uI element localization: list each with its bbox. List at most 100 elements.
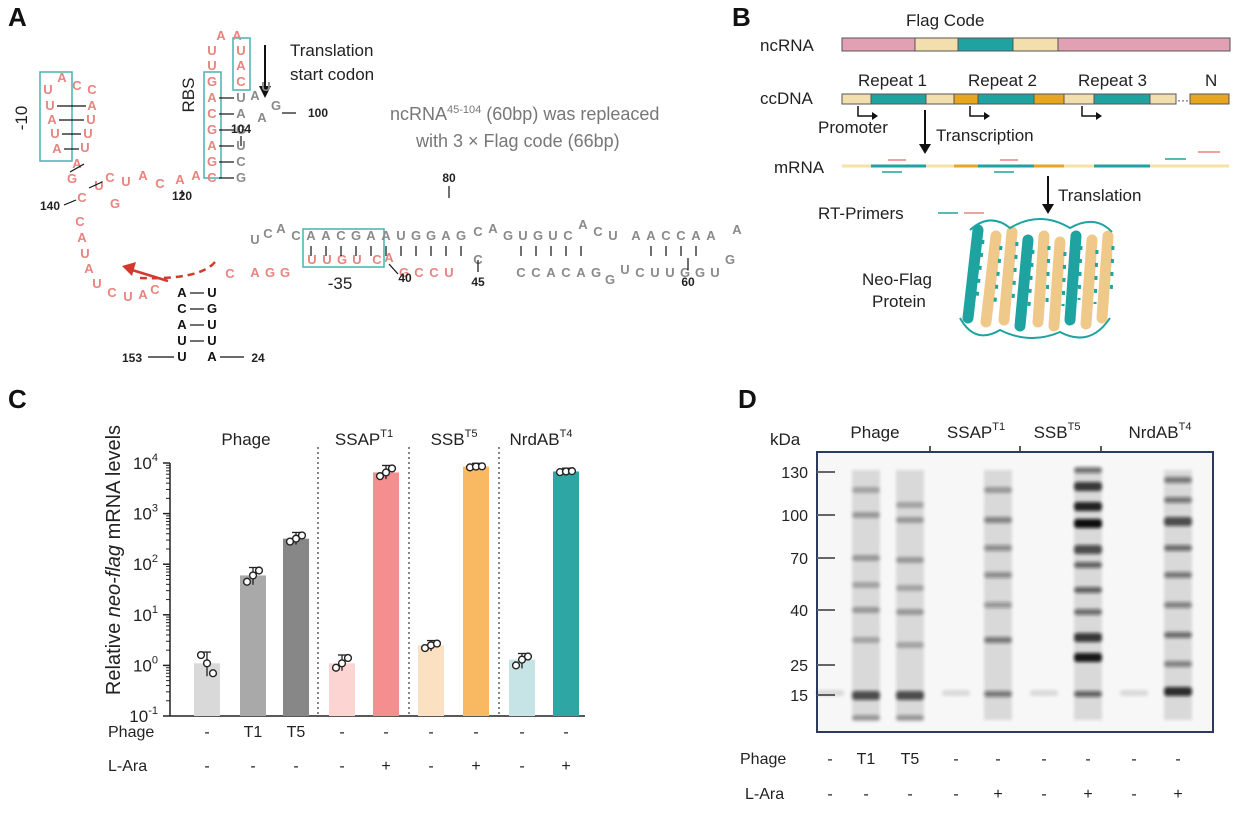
row-label-phage: Phage (108, 724, 154, 741)
mw-marker-label: 25 (790, 658, 808, 675)
panel-c-bar-chart: Relative neo-flag mRNA levels 10-1 100 101… (103, 425, 585, 775)
red-arrow-line (131, 268, 169, 283)
bottom-base: G (280, 265, 290, 280)
blot-phage-cell: - (1085, 751, 1090, 768)
svg-text:153: 153 (122, 351, 142, 365)
repeat2-label: Repeat 2 (968, 71, 1037, 90)
bar (463, 466, 489, 716)
lara-cell: - (428, 758, 433, 775)
svg-text:24: 24 (251, 351, 265, 365)
dashed-arc (139, 261, 216, 280)
lara-cell: + (471, 758, 480, 775)
bottom-base: U (620, 262, 629, 277)
mw-marker-label: 130 (781, 465, 808, 482)
top-base: G (503, 228, 513, 243)
stem-junction-a: C (225, 266, 235, 281)
lara-cell: - (519, 758, 524, 775)
promoter-label: Promoter (818, 118, 888, 137)
svg-text:C: C (236, 74, 246, 89)
protein-helix-stripe (1077, 245, 1083, 301)
bottom-base: G (265, 265, 275, 280)
data-points (196, 462, 577, 678)
promoter-arrows (857, 106, 1096, 117)
top-base: G (426, 228, 436, 243)
svg-text:A: A (84, 261, 94, 276)
svg-text:A: A (175, 172, 185, 187)
blot-phage-cell: - (827, 751, 832, 768)
data-point (381, 468, 391, 477)
svg-text:U: U (83, 126, 92, 141)
promoter-arrowheads (872, 112, 1102, 120)
phage-cell: - (383, 724, 388, 741)
group-label: Phage (221, 430, 270, 449)
protein-helix (998, 226, 1018, 326)
svg-text:A: A (191, 168, 201, 183)
blot-lara-cell: - (907, 786, 912, 803)
top-base: A (276, 221, 286, 236)
svg-text:U: U (261, 79, 270, 94)
repeat3-label: Repeat 3 (1078, 71, 1147, 90)
bottom-base: A (546, 265, 556, 280)
top-base: U (518, 228, 527, 243)
blot-group-label: SSBT5 (1034, 421, 1081, 442)
data-point (291, 534, 301, 543)
svg-text:A: A (236, 58, 246, 73)
rbs-pairs (219, 97, 296, 179)
ccdna-bar (841, 93, 1230, 105)
protein-label-2: Protein (872, 292, 926, 311)
blot-phage-cell: - (1041, 751, 1046, 768)
data-point (375, 472, 385, 481)
protein-helix (962, 224, 984, 324)
bottom-base: C (372, 252, 382, 267)
panel-letter-b: B (732, 2, 751, 32)
svg-text:U: U (207, 43, 216, 58)
blot-phage-cell: - (1131, 751, 1136, 768)
lara-cell: - (204, 758, 209, 775)
top-base: U (608, 228, 617, 243)
start-codon-label-2: start codon (290, 65, 374, 84)
svg-text:C: C (236, 154, 246, 169)
bottom-base: U (307, 252, 316, 267)
blot-lara-cell: - (1041, 786, 1046, 803)
blot-lara-cell: + (993, 786, 1002, 803)
bar (373, 472, 399, 716)
svg-text:U: U (207, 317, 216, 332)
start-codon-box (232, 37, 251, 91)
translation-label: Translation (1058, 186, 1141, 205)
blot-lara-cell: - (953, 786, 958, 803)
lara-cell: + (381, 758, 390, 775)
protein-helix (1032, 230, 1050, 328)
blot-frame (816, 451, 1214, 733)
start-codon-arrowhead (259, 86, 271, 98)
data-point (254, 566, 264, 575)
bar (553, 471, 579, 716)
protein-label-1: Neo-Flag (862, 270, 932, 289)
protein-loop (959, 317, 1111, 340)
svg-text:C: C (150, 282, 160, 297)
phage-cell: - (519, 724, 524, 741)
svg-text:G: G (110, 196, 120, 211)
bottom-base: U (352, 252, 361, 267)
data-point (511, 661, 521, 670)
ellipsis: ··· (1177, 93, 1189, 107)
svg-text:G: G (207, 122, 217, 137)
panel-letter-a: A (8, 2, 27, 32)
replacement-note-line1: ncRNA45-104 (60bp) was repleaced (390, 104, 659, 124)
svg-text:C: C (177, 301, 187, 316)
svg-text:U: U (45, 98, 54, 113)
panel-b-schematic: ncRNA Flag Code ccDNA Repeat 1 Repeat 2 … (760, 11, 1231, 340)
top-base: G (533, 228, 543, 243)
svg-text:U: U (236, 43, 245, 58)
top-base: A (691, 228, 701, 243)
svg-text:U: U (177, 333, 186, 348)
data-point (567, 467, 577, 476)
blot-group-labels: Phage SSAPT1 SSBT5 NrdABT4 (850, 421, 1191, 452)
bottom-base: G (337, 252, 347, 267)
bottom-base: U (710, 265, 719, 280)
bottom-base: G (605, 272, 615, 287)
y-tick-label: 101 (133, 604, 158, 625)
svg-text:A: A (57, 70, 67, 85)
duplex-number-ticks (388, 186, 689, 275)
top-base: A (321, 228, 331, 243)
mrna-label: mRNA (774, 158, 825, 177)
